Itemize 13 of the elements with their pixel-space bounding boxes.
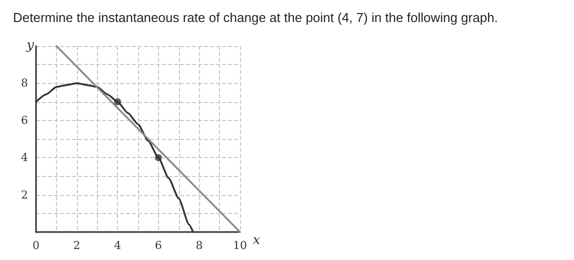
y-tick-label: 8 — [21, 76, 28, 90]
chart-title: Determine the instantaneous rate of change at the point (4, 7) in the following graph. — [13, 10, 498, 25]
x-tick-label: 2 — [73, 239, 80, 252]
x-tick-label: 10 — [233, 239, 247, 252]
y-tick-label: 2 — [21, 188, 28, 202]
x-tick-label: 8 — [196, 239, 203, 252]
x-tick-label: 4 — [114, 239, 122, 252]
x-axis-title: x — [252, 233, 261, 248]
y-tick-label: 6 — [21, 114, 28, 127]
x-tick-label: 6 — [154, 239, 162, 252]
y-axis-title: y — [26, 38, 35, 53]
x-tick-label: 0 — [32, 239, 40, 252]
y-tick-label: 4 — [21, 151, 28, 164]
